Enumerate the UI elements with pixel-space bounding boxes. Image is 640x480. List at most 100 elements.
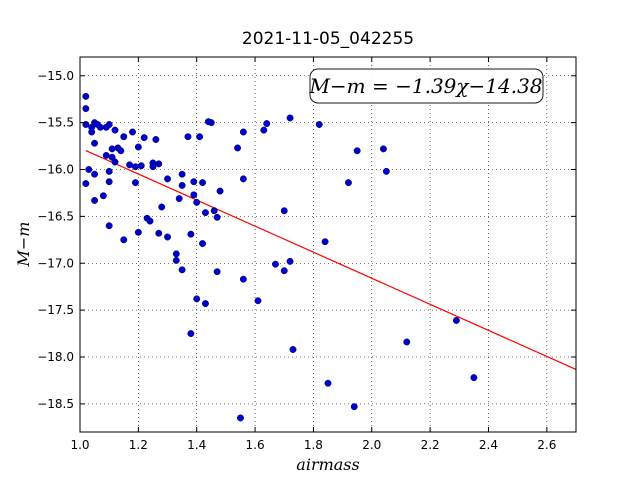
data-point xyxy=(155,229,163,237)
data-point xyxy=(272,260,279,268)
data-point xyxy=(263,120,271,128)
data-point xyxy=(234,144,242,152)
data-point xyxy=(254,297,262,305)
x-tick-label: 2.2 xyxy=(421,438,440,452)
data-point xyxy=(102,151,110,159)
data-point xyxy=(105,167,113,175)
data-point xyxy=(353,147,361,155)
data-point xyxy=(175,195,183,203)
data-point xyxy=(239,128,247,136)
data-point xyxy=(280,267,288,275)
chart-title: 2021-11-05_042255 xyxy=(242,29,414,49)
data-point xyxy=(199,240,206,248)
data-point xyxy=(131,163,139,171)
y-tick-label: −16.5 xyxy=(37,209,74,223)
data-points xyxy=(82,92,478,422)
data-point xyxy=(158,203,166,211)
data-point xyxy=(190,178,198,186)
data-point xyxy=(210,207,218,215)
data-point xyxy=(155,160,163,168)
data-point xyxy=(91,139,99,147)
data-point xyxy=(237,414,244,422)
data-point xyxy=(178,170,186,178)
annotation-box xyxy=(309,68,544,104)
x-axis-label: airmass xyxy=(296,455,359,474)
y-tick-label: −17.0 xyxy=(37,256,74,270)
x-tick-label: 1.8 xyxy=(304,438,323,452)
data-point xyxy=(202,209,209,217)
data-point xyxy=(105,178,113,186)
y-tick-label: −15.5 xyxy=(37,116,74,130)
data-point xyxy=(382,167,390,175)
y-tick-labels: −15.0 −15.5 −16.0 −16.5 −17.0 −17.5 −18.0 −18.5 xyxy=(37,69,74,411)
data-point xyxy=(91,170,99,178)
fit-annotation: M−m = −1.39χ−14.38 xyxy=(308,68,544,104)
data-point xyxy=(111,158,119,166)
data-point xyxy=(105,222,113,230)
fit-line-layer xyxy=(85,149,577,371)
data-point xyxy=(193,198,201,206)
y-axis-label: M−m xyxy=(14,222,33,268)
x-tick-label: 1.6 xyxy=(246,438,265,452)
fit-equation: M−m = −1.39χ−14.38 xyxy=(308,74,542,98)
y-tick-label: −16.0 xyxy=(37,163,74,177)
x-tick-label: 2.6 xyxy=(537,438,556,452)
data-point xyxy=(120,236,128,244)
data-point xyxy=(129,128,136,136)
x-tick-labels: 1.0 1.2 1.4 1.6 1.8 2.0 2.2 2.4 2.6 xyxy=(70,438,556,452)
data-point xyxy=(239,275,247,283)
x-tick-label: 1.2 xyxy=(129,438,148,452)
data-point xyxy=(111,126,119,134)
data-point xyxy=(196,133,204,141)
y-tick-label: −17.5 xyxy=(37,303,74,317)
fit-line xyxy=(85,149,577,371)
y-tick-label: −15.0 xyxy=(37,69,74,83)
data-point xyxy=(85,166,93,173)
data-point xyxy=(172,250,180,258)
data-point xyxy=(470,374,478,382)
x-tick-label: 2.4 xyxy=(479,438,498,452)
data-point xyxy=(108,145,116,153)
data-point xyxy=(324,379,332,387)
data-point xyxy=(184,133,192,141)
data-point xyxy=(131,179,139,187)
data-point xyxy=(239,175,247,183)
data-point xyxy=(452,316,460,324)
data-point xyxy=(178,181,186,189)
data-point xyxy=(207,119,215,127)
data-point xyxy=(82,180,90,188)
data-point xyxy=(91,196,99,204)
data-point xyxy=(152,136,160,143)
x-tick-label: 2.0 xyxy=(362,438,381,452)
data-point xyxy=(403,338,411,346)
data-point xyxy=(202,300,209,308)
data-point xyxy=(146,217,154,225)
data-point xyxy=(178,266,186,274)
data-point xyxy=(286,257,294,265)
data-point xyxy=(190,191,198,199)
data-point xyxy=(344,179,352,187)
x-tick-label: 1.0 xyxy=(70,438,89,452)
plot-frame xyxy=(79,56,577,433)
data-point xyxy=(96,123,104,131)
data-point xyxy=(120,133,128,141)
data-point xyxy=(82,105,90,113)
y-tick-label: −18.5 xyxy=(37,397,74,411)
data-point xyxy=(172,256,180,264)
axis-ticks xyxy=(79,57,576,432)
data-point xyxy=(315,121,323,128)
data-point xyxy=(321,238,329,246)
data-point xyxy=(149,163,157,171)
data-point xyxy=(350,403,358,411)
data-point xyxy=(134,228,142,236)
data-point xyxy=(289,346,297,353)
data-point xyxy=(126,161,134,169)
data-point xyxy=(379,145,387,153)
x-tick-label: 1.4 xyxy=(187,438,206,452)
data-point xyxy=(199,179,206,187)
data-point xyxy=(213,213,221,221)
data-point xyxy=(187,230,195,238)
data-point xyxy=(117,147,125,155)
data-point xyxy=(164,233,171,241)
